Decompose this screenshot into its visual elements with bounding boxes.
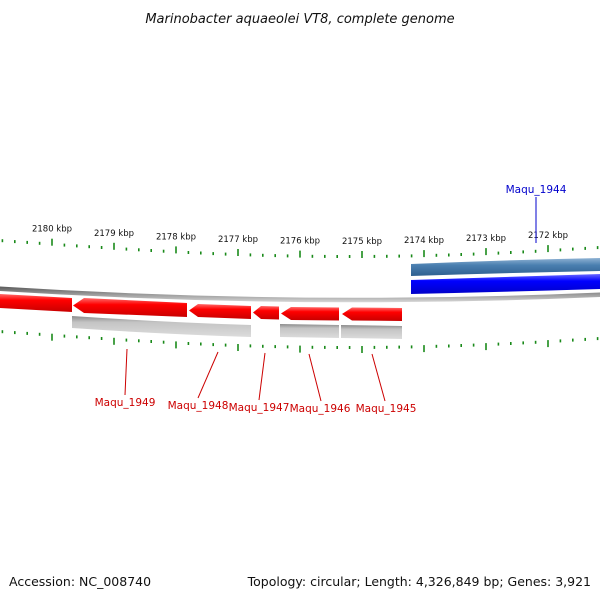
gene-maqu-1945 [342,307,402,321]
gray-feature-1945 [341,325,402,339]
gene-maqu-1947-a [189,304,251,319]
gene-maqu-1947-b [253,306,279,320]
leader-maqu-1947 [258,352,266,401]
scale-label: 2174 kbp [404,236,444,246]
backbone-outer [0,286,600,303]
gray-feature-1949-1948 [72,316,251,337]
scale-label: 2180 kbp [32,225,72,235]
gray-feature-1946 [280,324,339,338]
leader-maqu-1946 [308,353,322,402]
scale-label: 2176 kbp [280,237,320,247]
plus-strand-features [411,258,600,294]
gene-maqu-1944 [411,274,600,294]
gene-label-maqu-1948[interactable]: Maqu_1948 [168,400,229,412]
scale-label: 2179 kbp [94,229,134,239]
scale-label: 2175 kbp [342,237,382,247]
gene-labels: Maqu_1944 Maqu_1949 Maqu_1948 Maqu_1947 … [95,184,567,415]
scale-label: 2173 kbp [466,234,506,244]
genome-summary-text: Topology: circular; Length: 4,326,849 bp… [247,574,591,589]
scale-ruler-bottom [1,330,599,353]
leader-maqu-1948 [197,351,219,399]
gene-label-maqu-1947[interactable]: Maqu_1947 [229,402,290,414]
accession-text: Accession: NC_008740 [9,574,151,589]
gene-maqu-1948 [73,298,187,317]
scale-ruler-top [1,238,599,258]
scale-label: 2172 kbp [528,231,568,241]
gene-label-maqu-1945[interactable]: Maqu_1945 [356,403,417,415]
gene-fragment-left [0,294,72,312]
gene-label-maqu-1944[interactable]: Maqu_1944 [506,184,567,196]
genome-title: Marinobacter aquaeolei VT8, complete gen… [145,12,454,27]
gene-label-lines [124,197,537,402]
gene-label-maqu-1946[interactable]: Maqu_1946 [290,403,351,415]
leader-maqu-1945 [371,353,386,402]
backbone [0,286,600,303]
leader-maqu-1949 [124,348,128,396]
plus-feature-bar [411,258,600,276]
minus-strand-features [0,294,402,339]
gene-maqu-1946 [281,307,339,321]
kbp-label-group: 2180 kbp 2179 kbp 2178 kbp 2177 kbp 2176 kbp… [32,225,568,247]
gene-label-maqu-1949[interactable]: Maqu_1949 [95,397,156,409]
scale-label: 2177 kbp [218,235,258,245]
scale-label: 2178 kbp [156,232,196,242]
